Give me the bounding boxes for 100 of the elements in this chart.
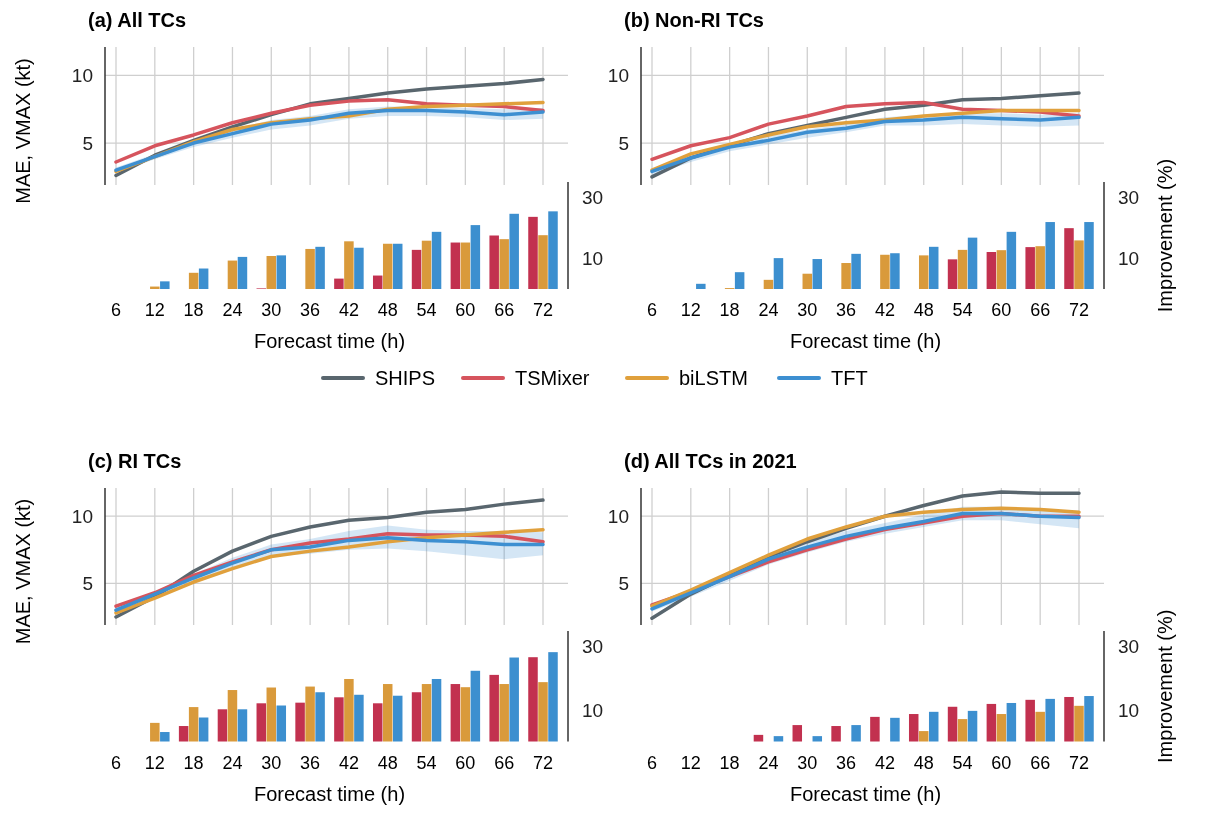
x-tick-label: 24 — [758, 300, 779, 321]
bar — [460, 242, 471, 289]
bar — [354, 247, 364, 289]
x-tick-label: 36 — [836, 300, 857, 321]
y-axis-title: MAE, VMAX (kt) — [12, 58, 34, 204]
x-tick-label: 24 — [222, 752, 243, 773]
y-axis-title: Improvement (%) — [1154, 158, 1176, 313]
legend-label: TSMixer — [515, 367, 590, 389]
x-tick-label: 72 — [1068, 752, 1090, 773]
chart-title: (d) All TCs in 2021 — [624, 450, 797, 472]
y-axis-title: MAE, VMAX (kt) — [12, 498, 34, 645]
bar — [773, 736, 784, 742]
bar — [812, 259, 823, 289]
bar — [957, 249, 968, 289]
bar — [470, 225, 481, 289]
bar — [227, 260, 238, 289]
x-tick-label: 18 — [719, 752, 740, 773]
x-axis-title: Forecast time (h) — [789, 782, 942, 805]
bar — [986, 252, 997, 289]
x-tick-label: 18 — [183, 300, 204, 321]
bar — [411, 692, 422, 742]
x-tick-label: 30 — [797, 752, 818, 773]
bar — [499, 239, 509, 289]
y-tick-label: 10 — [1118, 699, 1140, 721]
bar — [538, 235, 548, 289]
x-tick-label: 60 — [455, 752, 476, 773]
bar — [1074, 240, 1084, 289]
legend-label: SHIPS — [375, 367, 436, 389]
bar — [1074, 705, 1084, 742]
bar — [928, 711, 939, 742]
bar — [305, 686, 315, 742]
bar — [450, 684, 461, 742]
bar — [1025, 247, 1035, 289]
x-tick-label: 66 — [494, 752, 515, 773]
bar — [334, 697, 344, 742]
x-tick-label: 42 — [874, 752, 895, 773]
bar — [160, 732, 170, 742]
bar — [188, 272, 199, 289]
bar — [773, 258, 784, 289]
x-tick-label: 18 — [183, 752, 204, 773]
y-tick-label: 10 — [71, 505, 93, 527]
bar — [411, 249, 422, 289]
bar — [509, 213, 519, 289]
x-axis-title: Forecast time (h) — [253, 330, 406, 352]
bar — [150, 722, 160, 742]
bar — [967, 710, 978, 742]
bar — [841, 263, 851, 289]
x-tick-label: 66 — [1030, 752, 1051, 773]
bar — [1006, 231, 1017, 289]
x-tick-label: 36 — [300, 300, 321, 321]
y-tick-label: 10 — [71, 65, 93, 87]
bar — [918, 255, 929, 289]
y-tick-label: 5 — [618, 132, 629, 154]
y-tick-label: 5 — [618, 573, 629, 595]
bar — [1035, 246, 1045, 289]
x-axis-title: Forecast time (h) — [789, 330, 942, 352]
x-tick-label: 6 — [646, 300, 658, 321]
x-tick-label: 30 — [797, 300, 818, 321]
y-tick-label: 5 — [82, 132, 93, 154]
bar — [528, 657, 538, 742]
bar — [188, 707, 199, 742]
x-tick-label: 72 — [532, 752, 554, 773]
x-tick-label: 6 — [110, 300, 122, 321]
bar — [753, 734, 764, 742]
bar — [431, 231, 442, 289]
bar — [178, 726, 189, 742]
bar — [1084, 222, 1094, 289]
bar — [266, 255, 277, 289]
x-tick-label: 12 — [680, 752, 701, 773]
x-tick-label: 42 — [338, 752, 359, 773]
x-tick-label: 66 — [1030, 300, 1051, 321]
bar — [198, 717, 209, 742]
y-tick-label: 10 — [607, 505, 629, 527]
x-tick-label: 48 — [913, 300, 934, 321]
bar — [1006, 702, 1017, 742]
y-tick-label: 30 — [582, 186, 604, 208]
bar — [431, 678, 442, 742]
bar — [266, 687, 277, 742]
bar — [499, 684, 509, 742]
bar — [217, 709, 228, 742]
bar — [763, 279, 774, 289]
x-tick-label: 60 — [991, 752, 1012, 773]
bar — [1064, 696, 1074, 742]
x-tick-label: 42 — [338, 300, 359, 321]
bar — [421, 240, 432, 289]
x-tick-label: 60 — [455, 300, 476, 321]
x-tick-label: 48 — [913, 752, 934, 773]
bar — [1045, 698, 1055, 742]
bar — [918, 731, 929, 742]
bar — [870, 716, 880, 742]
bar — [880, 254, 890, 289]
bar — [996, 714, 1007, 742]
x-tick-label: 30 — [261, 752, 282, 773]
bar — [334, 278, 344, 289]
bar — [372, 703, 383, 742]
bar — [160, 281, 170, 289]
x-tick-label: 36 — [836, 752, 857, 773]
chart-title: (c) RI TCs — [88, 450, 182, 472]
bar — [890, 717, 900, 742]
x-tick-label: 24 — [222, 300, 243, 321]
